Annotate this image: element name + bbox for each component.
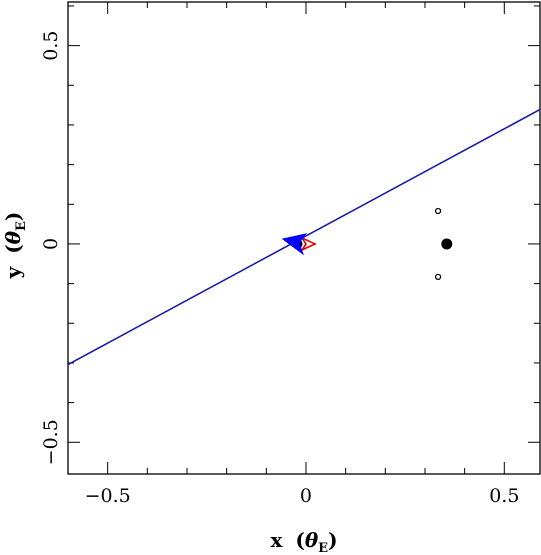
- x-axis-label: x (θE): [270, 528, 337, 555]
- y-tick-label: 0.5: [40, 31, 62, 61]
- y-tick-label: −0.5: [40, 419, 62, 465]
- plot-area: [68, 108, 540, 366]
- y-axis-label: y (θE): [1, 212, 29, 280]
- plot-border: [67, 1, 541, 475]
- source-arrow-blue: [281, 233, 308, 256]
- image-point: [434, 207, 442, 215]
- plot-frame: [67, 1, 541, 475]
- x-tick-label: 0: [300, 485, 312, 507]
- x-tick-label: −0.5: [85, 485, 131, 507]
- y-tick-label: 0: [40, 238, 62, 250]
- x-tick-label: 0.5: [489, 485, 519, 507]
- axis-ticks: −0.5 0 0.5 −0.5 0 0.5: [40, 2, 540, 507]
- source-marker-red: [299, 236, 317, 252]
- lens-mass-point: [441, 238, 453, 250]
- image-point: [434, 273, 442, 281]
